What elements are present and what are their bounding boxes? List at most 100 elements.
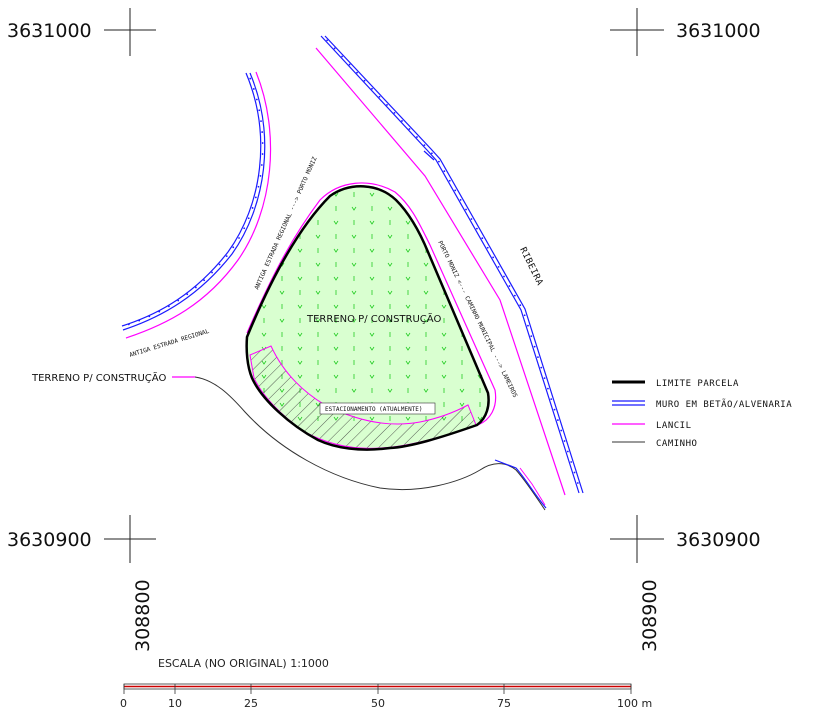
parking-label: ESTACIONAMENTO (ATUALMENTE) <box>325 406 423 413</box>
lancil-left <box>125 71 272 339</box>
wall-tick <box>260 120 262 123</box>
wall-tick <box>261 153 264 155</box>
wall-tick <box>550 398 553 401</box>
grass-mark <box>369 304 375 309</box>
scale-tick-100: 100 m <box>617 697 652 710</box>
scale-bar: ESCALA (NO ORIGINAL) 1:1000 0 10 25 50 7… <box>120 657 652 710</box>
grass-mark <box>387 318 393 323</box>
wall-tick <box>537 356 539 359</box>
wall-tick <box>430 152 433 155</box>
scale-tick-0: 0 <box>120 697 127 710</box>
grass-mark <box>369 220 375 225</box>
grass-mark <box>333 346 339 351</box>
wall-tick <box>459 199 462 201</box>
wall-tick <box>547 387 549 390</box>
wall-tick <box>563 440 566 442</box>
wall-tick <box>225 255 228 258</box>
grass-mark <box>297 248 303 253</box>
wall-left <box>121 72 266 331</box>
wall-tick <box>127 323 130 326</box>
wall-tick <box>255 98 258 101</box>
grass-mark <box>441 374 447 379</box>
wall-tick <box>378 95 381 98</box>
wall-tick <box>416 136 418 138</box>
wall-tick <box>356 71 358 74</box>
grass-mark <box>477 416 483 421</box>
grass-mark <box>351 388 357 393</box>
legend-label-limite: LIMITE PARCELA <box>656 379 739 389</box>
grass-mark <box>387 206 393 211</box>
legend-label-lancil: LANCIL <box>656 421 692 431</box>
grass-mark <box>351 206 357 211</box>
wall-tick <box>492 256 495 259</box>
grass-mark <box>405 360 411 365</box>
wall-tick <box>218 263 221 266</box>
grass-mark <box>297 304 303 309</box>
grass-mark <box>423 290 429 295</box>
wall-tick <box>341 55 343 58</box>
wall-tick <box>475 227 478 230</box>
wall-tick <box>257 185 260 188</box>
wall-tick <box>363 79 366 82</box>
grass-mark <box>405 304 411 309</box>
wall-tick <box>448 179 451 182</box>
grass-mark <box>387 290 393 295</box>
left-parcel-label: TERRENO P/ CONSTRUÇÃO <box>31 371 166 384</box>
coord-top-right: 3631000 <box>676 20 761 42</box>
wall-tick <box>454 189 457 192</box>
wall-tick <box>543 377 546 380</box>
wall-tick <box>423 144 426 147</box>
grass-mark <box>387 262 393 267</box>
parcel-label: TERRENO P/ CONSTRUÇÃO <box>306 312 441 325</box>
wall-tick <box>148 315 151 318</box>
wall-tick <box>333 47 336 50</box>
wall-tick <box>527 324 529 327</box>
grass-mark <box>369 248 375 253</box>
grass-mark <box>405 374 411 379</box>
crosshair-top-left <box>104 8 156 56</box>
wall-tick <box>238 237 240 239</box>
wall-tick <box>243 227 246 230</box>
grass-mark <box>315 388 321 393</box>
grass-mark <box>333 276 339 281</box>
grass-mark <box>441 304 447 309</box>
wall-tick <box>508 285 511 287</box>
wall-tick <box>194 286 197 289</box>
grass-mark <box>351 290 357 295</box>
grass-pattern <box>261 192 483 421</box>
wall-tick <box>393 111 396 114</box>
grass-mark <box>297 346 303 351</box>
wall-tick <box>138 319 141 322</box>
wall-tick <box>167 305 170 308</box>
grass-mark <box>351 318 357 323</box>
wall-tick <box>186 293 189 296</box>
wall-tick <box>497 266 500 268</box>
grass-mark <box>333 304 339 309</box>
wall-tick <box>211 271 213 274</box>
wall-tick <box>158 310 161 313</box>
wall-tick <box>530 335 533 338</box>
wall-tick <box>249 77 252 80</box>
scale-tick-75: 75 <box>497 697 511 710</box>
grass-mark <box>369 374 375 379</box>
wall-tick <box>348 63 351 66</box>
grass-mark <box>441 332 447 337</box>
coord-x-left: 308800 <box>132 579 154 652</box>
grass-mark <box>261 332 267 337</box>
scale-title: ESCALA (NO ORIGINAL) 1:1000 <box>158 657 329 670</box>
caminho-wall <box>494 459 547 509</box>
grass-mark <box>405 416 411 421</box>
wall-tick <box>401 120 403 122</box>
wall-tick <box>326 39 328 42</box>
wall-tick <box>465 208 467 211</box>
wall-tick <box>386 103 388 106</box>
wall-tick <box>371 87 373 90</box>
wall-tick <box>260 164 263 166</box>
ribeira-label: RIBEIRA <box>517 246 544 288</box>
wall-tick <box>232 246 235 249</box>
grass-mark <box>351 234 357 239</box>
wall-tick <box>203 279 206 282</box>
grass-mark <box>387 388 393 393</box>
grass-mark <box>279 318 285 323</box>
